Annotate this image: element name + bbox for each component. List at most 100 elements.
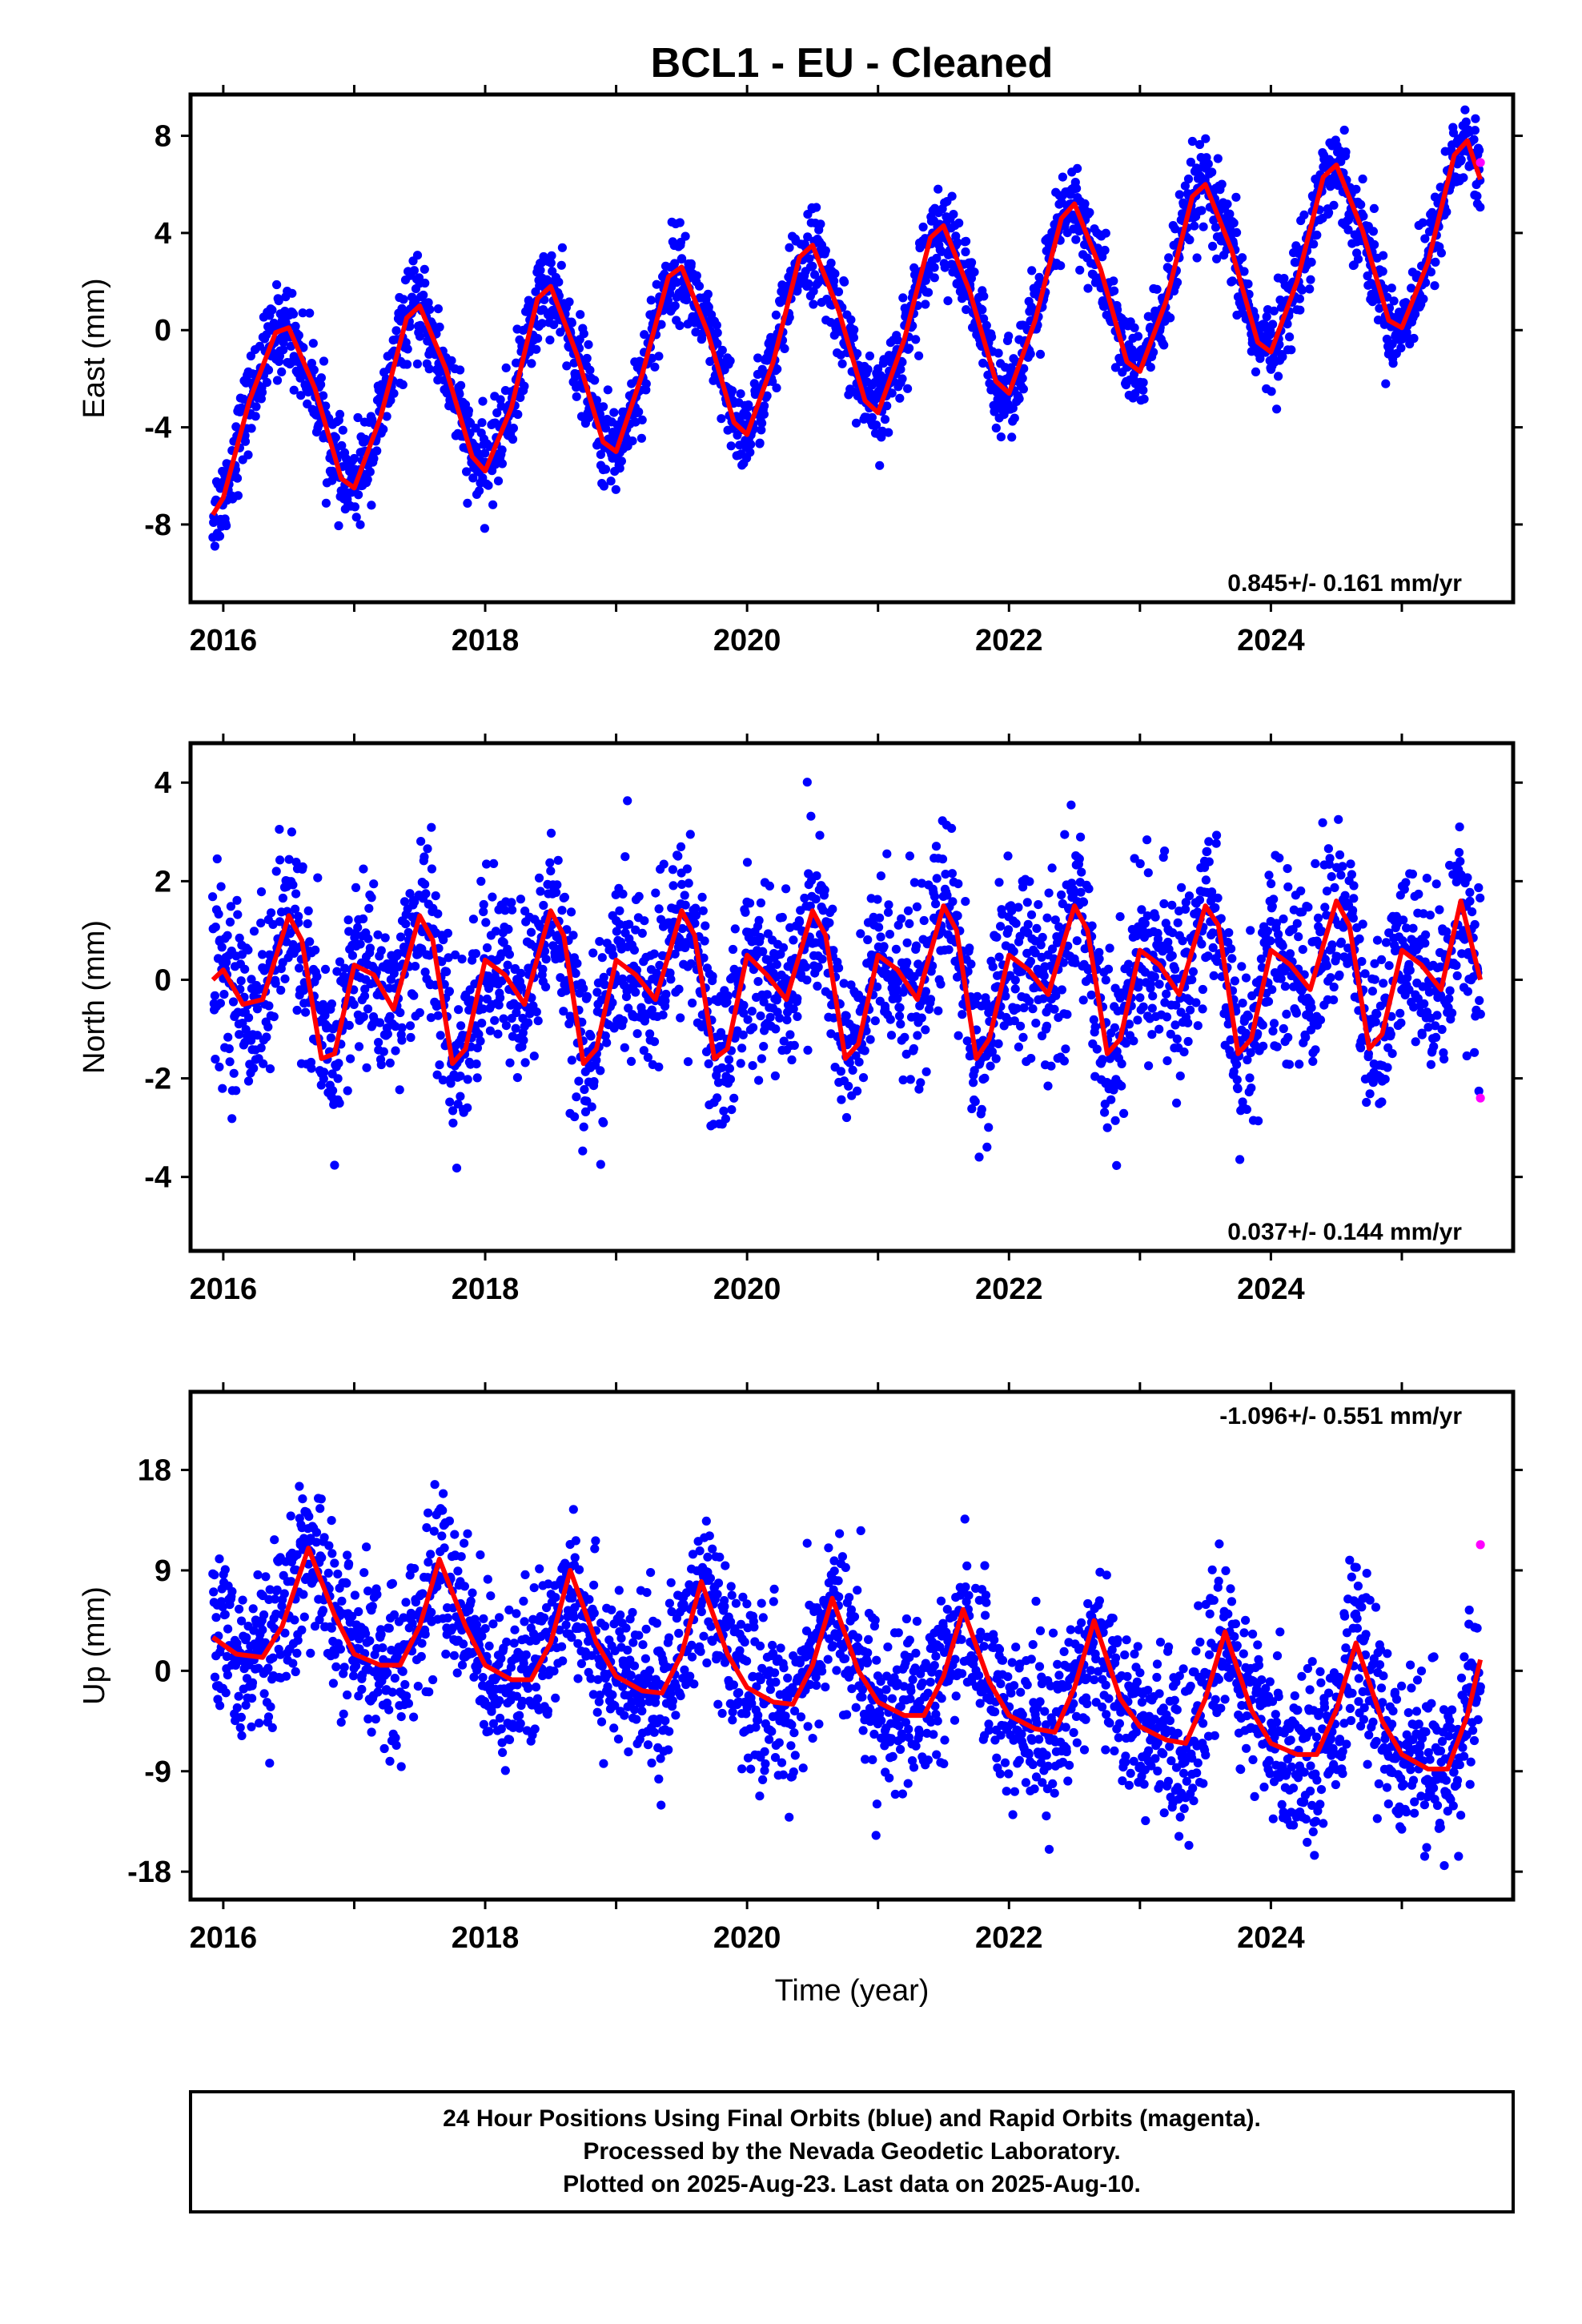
final-point	[1227, 954, 1237, 963]
final-point	[1242, 1104, 1251, 1114]
final-point	[736, 1059, 745, 1068]
final-point	[1058, 172, 1067, 182]
final-point	[652, 279, 661, 289]
final-point	[1389, 296, 1399, 306]
final-point	[1370, 239, 1379, 250]
final-point	[326, 1033, 335, 1043]
final-point	[1057, 890, 1066, 900]
final-point	[262, 1032, 271, 1042]
final-point	[795, 917, 805, 927]
final-point	[688, 998, 697, 1008]
final-point	[570, 1112, 580, 1122]
final-point	[1150, 972, 1159, 982]
final-point	[578, 1146, 588, 1156]
final-point	[278, 893, 287, 903]
final-point	[423, 844, 432, 854]
final-point	[567, 1055, 576, 1065]
final-point	[1160, 846, 1170, 856]
final-point	[1363, 271, 1372, 281]
final-point	[690, 919, 700, 928]
final-point	[1166, 1029, 1175, 1039]
final-point	[546, 866, 556, 876]
final-point	[1213, 154, 1223, 163]
final-point	[1159, 340, 1169, 350]
final-point	[1346, 859, 1355, 869]
final-point	[344, 1020, 354, 1030]
final-point	[742, 858, 753, 867]
final-point	[1298, 945, 1307, 955]
final-point	[996, 922, 1006, 931]
final-point	[373, 930, 383, 939]
final-point	[537, 319, 547, 328]
final-point	[1050, 1004, 1059, 1014]
final-point	[938, 854, 948, 864]
final-point	[321, 401, 331, 411]
final-point	[1239, 267, 1249, 276]
final-point	[346, 1054, 355, 1063]
final-point	[756, 898, 766, 908]
final-point	[987, 332, 997, 342]
final-point	[632, 1029, 642, 1039]
final-point	[1232, 1075, 1242, 1084]
final-point	[1117, 1059, 1126, 1068]
final-point	[934, 184, 943, 194]
final-point	[580, 1084, 589, 1095]
final-point	[900, 1032, 909, 1042]
final-point	[874, 923, 884, 932]
final-point	[611, 485, 620, 494]
x-tick-label: 2016	[190, 624, 258, 657]
final-point	[820, 885, 829, 895]
final-point	[564, 1019, 574, 1029]
final-point	[853, 1086, 862, 1096]
final-point	[1039, 971, 1049, 981]
final-point	[433, 1011, 443, 1020]
final-point	[1224, 928, 1234, 938]
final-point	[406, 1032, 416, 1043]
final-point	[247, 975, 256, 984]
final-point	[1170, 964, 1180, 974]
final-point	[216, 882, 226, 891]
final-point	[1258, 1020, 1267, 1030]
final-point	[753, 977, 763, 987]
final-point	[898, 293, 908, 303]
final-point	[1308, 1056, 1318, 1066]
final-point	[1144, 1061, 1154, 1071]
final-point	[493, 1029, 503, 1039]
final-point	[759, 997, 769, 1007]
final-point	[334, 1059, 343, 1068]
final-point	[785, 243, 794, 252]
final-point	[1246, 1047, 1255, 1058]
final-point	[235, 933, 244, 943]
final-point	[468, 955, 477, 965]
final-point	[756, 1011, 765, 1021]
final-point	[597, 953, 607, 963]
final-point	[226, 902, 235, 911]
final-point	[496, 395, 505, 404]
final-point	[586, 1031, 596, 1041]
final-point	[1329, 982, 1339, 992]
final-point	[475, 486, 484, 496]
final-point	[1152, 284, 1162, 294]
final-point	[215, 531, 225, 541]
final-point	[1409, 333, 1419, 344]
final-point	[1032, 923, 1042, 933]
final-point	[789, 1004, 798, 1014]
final-point	[305, 308, 315, 318]
final-point	[970, 267, 979, 277]
final-point	[249, 1063, 259, 1073]
final-point	[911, 335, 921, 344]
final-point	[781, 884, 791, 894]
final-point	[1109, 276, 1118, 286]
final-point	[214, 909, 223, 919]
final-point	[295, 373, 305, 383]
final-point	[580, 1107, 591, 1116]
final-point	[599, 972, 608, 982]
final-point	[1018, 384, 1028, 394]
final-point	[427, 822, 436, 832]
final-point	[620, 1043, 629, 1052]
final-point	[612, 927, 621, 936]
final-point	[726, 441, 736, 451]
final-point	[902, 958, 912, 967]
final-point	[1010, 975, 1020, 985]
final-point	[396, 932, 406, 942]
